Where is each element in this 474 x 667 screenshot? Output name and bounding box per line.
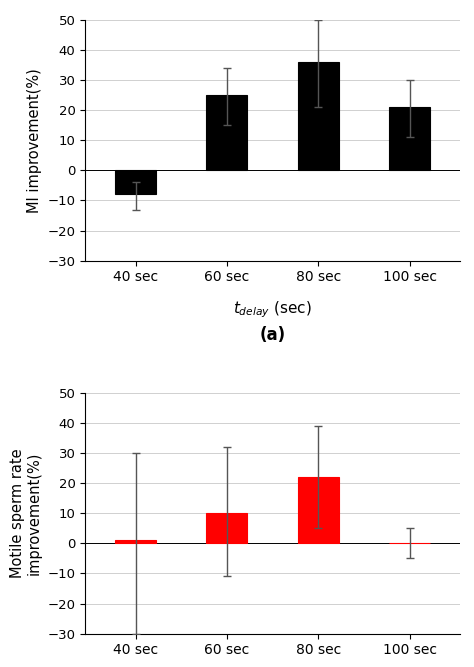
Bar (115, 170, 156, 195)
Bar (298, 477, 339, 544)
Bar (298, 62, 339, 170)
Bar (206, 514, 247, 544)
Text: (a): (a) (259, 325, 286, 344)
Text: $t_{delay}$ (sec): $t_{delay}$ (sec) (233, 299, 312, 319)
Bar (389, 107, 430, 170)
Bar (206, 95, 247, 170)
Y-axis label: Motile sperm rate
improvement(%): Motile sperm rate improvement(%) (9, 448, 42, 578)
Y-axis label: MI improvement(%): MI improvement(%) (27, 68, 42, 213)
Bar (115, 540, 156, 544)
